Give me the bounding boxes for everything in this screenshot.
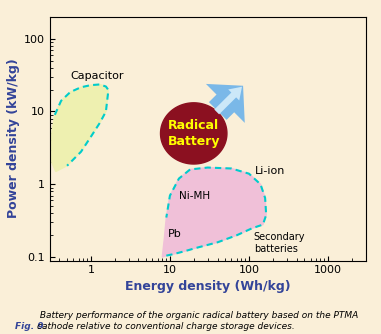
Text: Capacitor: Capacitor xyxy=(70,71,124,81)
Polygon shape xyxy=(160,103,227,164)
Polygon shape xyxy=(52,85,108,171)
Text: Ni-MH: Ni-MH xyxy=(179,191,210,201)
Text: Li-ion: Li-ion xyxy=(255,166,286,176)
Text: Radical
Battery: Radical Battery xyxy=(168,119,220,148)
X-axis label: Energy density (Wh/kg): Energy density (Wh/kg) xyxy=(125,280,290,293)
Text: Secondary
batteries: Secondary batteries xyxy=(254,232,305,254)
Y-axis label: Power density (kW/kg): Power density (kW/kg) xyxy=(6,59,19,218)
Polygon shape xyxy=(162,168,266,257)
Text: Pb: Pb xyxy=(168,229,182,239)
Text: Fig. 9.: Fig. 9. xyxy=(15,322,47,331)
Text: Battery performance of the organic radical battery based on the PTMA
cathode rel: Battery performance of the organic radic… xyxy=(37,311,359,331)
